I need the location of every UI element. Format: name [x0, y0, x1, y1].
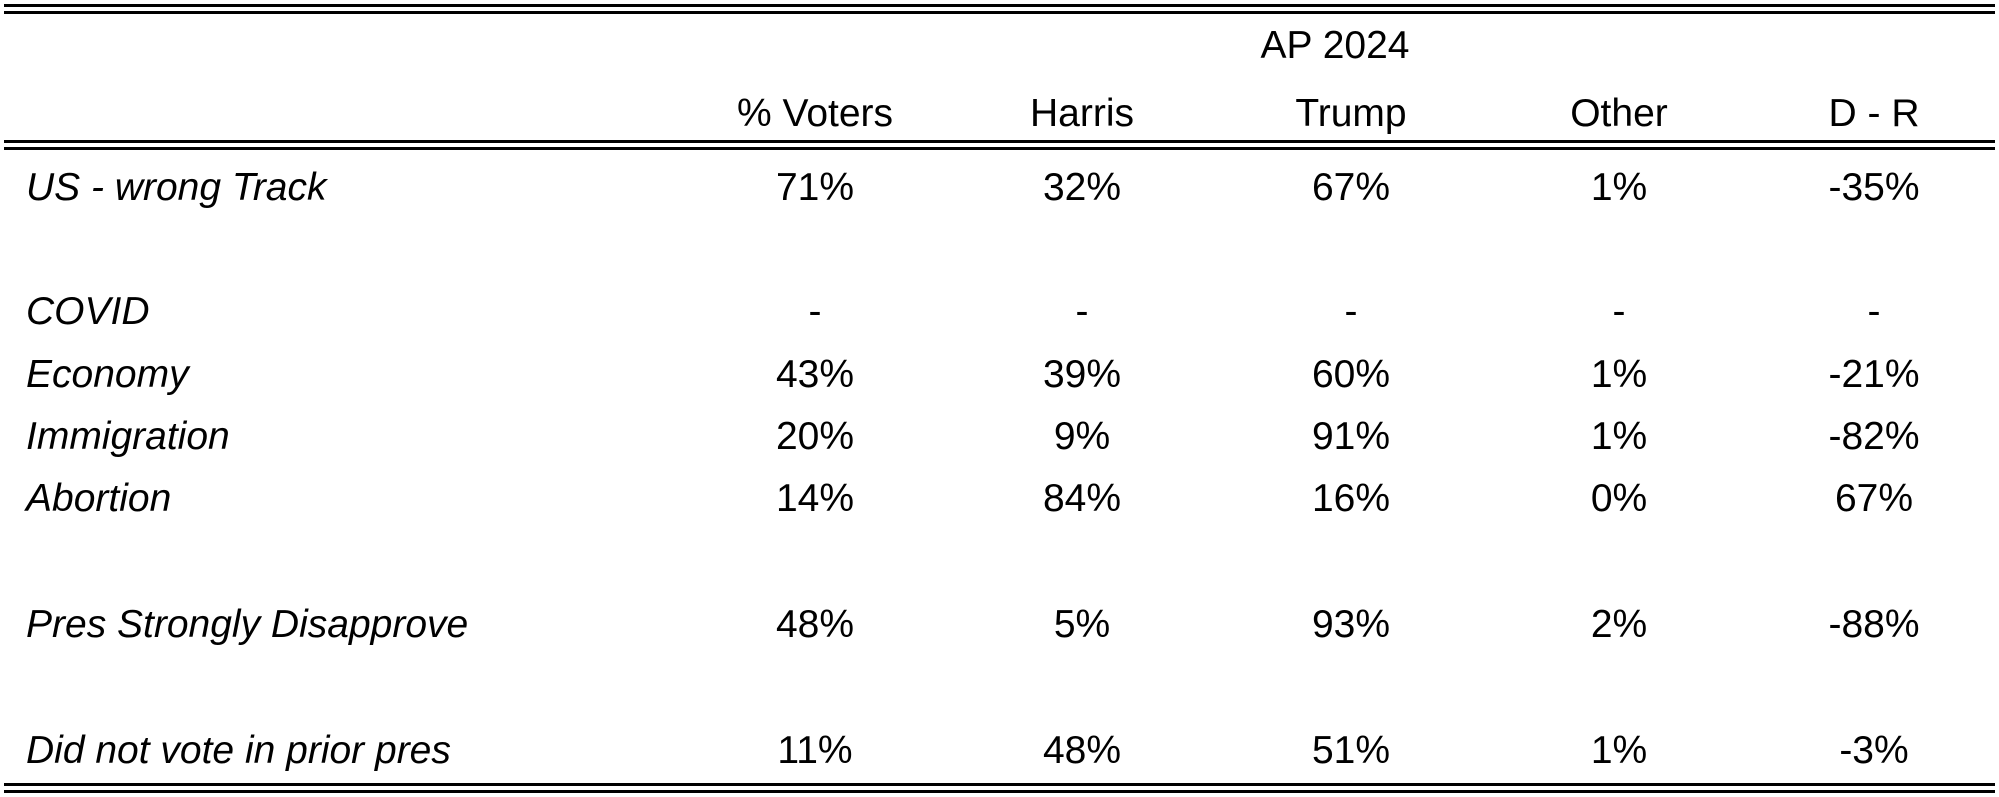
- row-label: Immigration: [26, 415, 230, 458]
- cell-other: 0%: [1590, 477, 1648, 520]
- cell-d-minus-r: -3%: [1839, 729, 1909, 772]
- column-header-trump: Trump: [1295, 92, 1407, 135]
- cell-other: -: [1612, 290, 1626, 333]
- cell-d-minus-r: 67%: [1834, 477, 1914, 520]
- cell-d-minus-r: -88%: [1828, 603, 1920, 646]
- cell-voters: 11%: [777, 729, 853, 772]
- cell-trump: 67%: [1311, 166, 1391, 209]
- bottom-double-rule: [4, 783, 1995, 793]
- cell-trump: -: [1344, 290, 1358, 333]
- cell-harris: 32%: [1042, 166, 1122, 209]
- cell-harris: 84%: [1042, 477, 1122, 520]
- cell-d-minus-r: -: [1867, 290, 1881, 333]
- cell-other: 1%: [1590, 729, 1648, 772]
- cell-voters: -: [808, 290, 822, 333]
- cell-voters: 14%: [775, 477, 855, 520]
- cell-voters: 20%: [775, 415, 855, 458]
- top-double-rule: [4, 4, 1995, 14]
- column-header-voters: % Voters: [736, 92, 894, 135]
- cell-harris: 5%: [1053, 603, 1111, 646]
- cell-trump: 16%: [1311, 477, 1391, 520]
- cell-trump: 51%: [1311, 729, 1391, 772]
- row-label: US - wrong Track: [26, 166, 327, 209]
- column-header-other: Other: [1570, 92, 1668, 135]
- cell-d-minus-r: -82%: [1828, 415, 1920, 458]
- cell-other: 2%: [1590, 603, 1648, 646]
- cell-other: 1%: [1590, 415, 1648, 458]
- cell-voters: 48%: [775, 603, 855, 646]
- cell-d-minus-r: -35%: [1828, 166, 1920, 209]
- cell-voters: 71%: [775, 166, 855, 209]
- cell-voters: 43%: [775, 353, 855, 396]
- cell-d-minus-r: -21%: [1828, 353, 1920, 396]
- cell-harris: 48%: [1042, 729, 1122, 772]
- cell-trump: 60%: [1311, 353, 1391, 396]
- row-label: Abortion: [26, 477, 172, 520]
- cell-other: 1%: [1590, 353, 1648, 396]
- cell-harris: 39%: [1042, 353, 1122, 396]
- header-double-rule: [4, 140, 1995, 150]
- column-header-harris: Harris: [1030, 92, 1134, 135]
- group-header-ap-2024: AP 2024: [1260, 24, 1410, 67]
- row-label: Economy: [26, 353, 189, 396]
- cell-harris: 9%: [1053, 415, 1111, 458]
- cell-trump: 93%: [1311, 603, 1391, 646]
- row-label: Did not vote in prior pres: [26, 729, 451, 772]
- cell-other: 1%: [1590, 166, 1648, 209]
- cell-harris: -: [1075, 290, 1089, 333]
- cell-trump: 91%: [1311, 415, 1391, 458]
- row-label: COVID: [26, 290, 150, 333]
- column-header-d-minus-r: D - R: [1828, 92, 1920, 135]
- row-label: Pres Strongly Disapprove: [26, 603, 469, 646]
